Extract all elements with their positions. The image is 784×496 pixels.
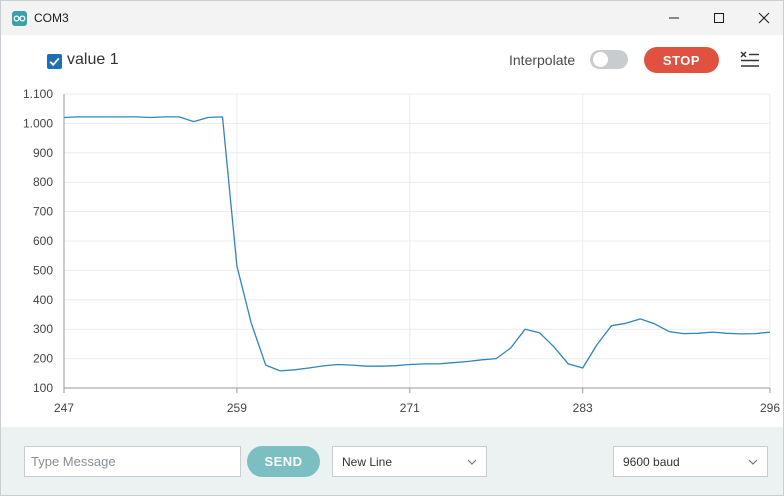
series-label[interactable]: value 1 — [67, 51, 119, 68]
y-tick-label: 1.100 — [23, 87, 53, 101]
line-ending-select[interactable]: New Line — [332, 446, 487, 477]
baud-rate-select[interactable]: 9600 baud — [613, 446, 768, 477]
baud-rate-value: 9600 baud — [623, 455, 680, 469]
maximize-icon — [714, 13, 724, 23]
series-line — [63, 116, 771, 372]
plot-area: 100 200 300 400 500 600 700 800 900 1.000 1.100 247… — [23, 87, 780, 415]
minimize-button[interactable] — [651, 1, 697, 35]
clear-plot-button[interactable] — [739, 50, 761, 70]
clear-list-icon — [740, 51, 759, 67]
window-title: COM3 — [34, 11, 69, 25]
y-tick-label: 400 — [33, 293, 53, 307]
checkmark-icon — [49, 57, 60, 67]
serial-footer: SEND New Line 9600 baud — [1, 427, 783, 495]
chevron-down-icon — [748, 459, 758, 465]
arduino-logo-icon — [12, 11, 27, 26]
maximize-button[interactable] — [696, 1, 742, 35]
close-icon — [758, 12, 770, 24]
minimize-icon — [669, 17, 679, 19]
plotter-toolbar: value 1 Interpolate STOP — [1, 35, 783, 87]
x-tick-label: 283 — [573, 401, 593, 415]
interpolate-label: Interpolate — [509, 52, 576, 68]
send-button[interactable]: SEND — [247, 446, 320, 477]
toggle-knob — [593, 52, 608, 67]
y-tick-label: 1.000 — [23, 116, 53, 130]
chevron-down-icon — [467, 459, 477, 465]
y-tick-label: 300 — [33, 322, 53, 336]
x-tick-label: 271 — [400, 401, 420, 415]
stop-button[interactable]: STOP — [644, 47, 719, 73]
x-tick-label: 247 — [54, 401, 74, 415]
title-bar: COM3 — [1, 1, 783, 35]
y-tick-label: 500 — [33, 263, 53, 277]
series-checkbox[interactable] — [47, 54, 62, 69]
message-input[interactable] — [24, 446, 241, 477]
y-tick-label: 600 — [33, 234, 53, 248]
line-ending-value: New Line — [342, 455, 393, 469]
y-tick-label: 700 — [33, 205, 53, 219]
interpolate-toggle[interactable] — [590, 50, 628, 69]
x-tick-label: 296 — [760, 401, 780, 415]
x-tick-label: 259 — [227, 401, 247, 415]
y-tick-label: 200 — [33, 352, 53, 366]
close-button[interactable] — [741, 1, 783, 35]
y-tick-label: 100 — [33, 381, 53, 395]
y-tick-label: 800 — [33, 175, 53, 189]
y-tick-label: 900 — [33, 146, 53, 160]
